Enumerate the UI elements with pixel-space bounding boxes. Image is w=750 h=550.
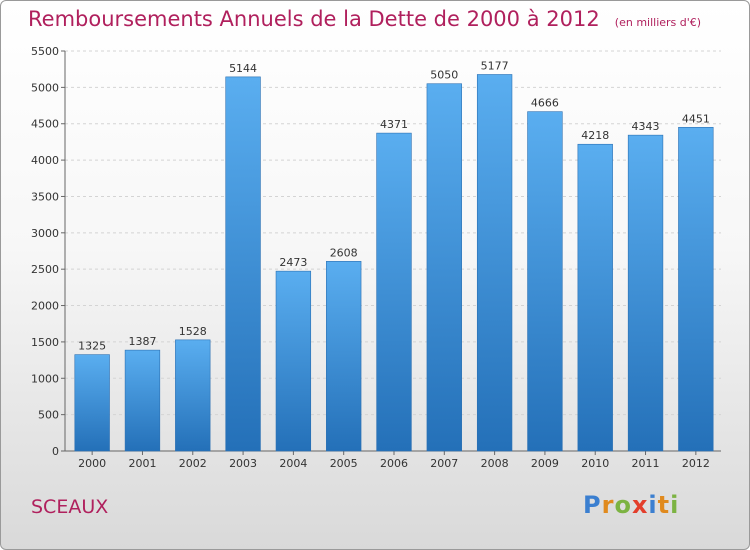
- x-tick-label: 2008: [481, 457, 509, 470]
- data-label: 2473: [279, 256, 307, 269]
- chart-subtitle: (en milliers d'€): [614, 16, 702, 29]
- bar: [678, 126, 714, 452]
- x-tick-label: 2011: [632, 457, 660, 470]
- data-label: 1387: [128, 335, 156, 348]
- bar: [275, 270, 312, 452]
- title-line: Remboursements Annuels de la Dette de 20…: [28, 7, 701, 31]
- commune-name: SCEAUX: [31, 496, 109, 518]
- bar: [476, 74, 513, 452]
- proxiti-logo: Proxiti: [583, 491, 679, 519]
- y-tick-label: 4500: [31, 118, 59, 131]
- bar: [124, 349, 161, 452]
- bar: [225, 76, 261, 452]
- y-tick-label: 5500: [31, 45, 59, 58]
- data-label: 5144: [229, 62, 257, 75]
- data-label: 1528: [179, 325, 207, 338]
- bar: [627, 134, 664, 452]
- y-tick-label: 1500: [31, 336, 59, 349]
- y-tick-label: 5000: [31, 81, 59, 94]
- x-tick-label: 2005: [330, 457, 358, 470]
- bars: [74, 74, 714, 452]
- x-tick-label: 2006: [380, 457, 408, 470]
- chart-title: Remboursements Annuels de la Dette de 20…: [28, 7, 600, 31]
- y-tick-label: 3000: [31, 227, 59, 240]
- data-label: 4218: [581, 129, 609, 142]
- bar: [326, 261, 362, 452]
- logo-letter: i: [648, 491, 658, 519]
- logo-letter: o: [614, 491, 632, 519]
- logo-letter: x: [631, 491, 649, 519]
- bar: [577, 143, 613, 452]
- bar: [527, 111, 563, 452]
- bar: [426, 83, 462, 452]
- y-tick-label: 4000: [31, 154, 59, 167]
- data-label: 2608: [330, 246, 358, 259]
- bar: [74, 354, 110, 452]
- y-tick-label: 3500: [31, 190, 59, 203]
- x-tick-label: 2010: [581, 457, 609, 470]
- x-tick-label: 2001: [128, 457, 156, 470]
- x-tick-label: 2003: [229, 457, 257, 470]
- data-label: 4451: [682, 112, 710, 125]
- bar: [376, 132, 412, 452]
- logo-letter: P: [583, 491, 602, 519]
- data-label: 4343: [632, 120, 660, 133]
- data-label: 4371: [380, 118, 408, 131]
- data-label: 4666: [531, 97, 559, 110]
- logo-letter: r: [601, 491, 615, 519]
- data-label: 1325: [78, 340, 106, 353]
- logo-letter: i: [670, 491, 680, 519]
- logo-letter: t: [657, 491, 671, 519]
- x-tick-label: 2002: [179, 457, 207, 470]
- x-tick-label: 2012: [682, 457, 710, 470]
- y-tick-label: 0: [52, 445, 59, 458]
- y-tick-label: 500: [38, 409, 59, 422]
- y-tick-label: 2000: [31, 300, 59, 313]
- data-labels: 1325 1387 1528 5144 2473 2608 4371 5050 5177 4666…: [78, 59, 710, 352]
- data-label: 5177: [481, 59, 509, 72]
- x-tick-label: 2000: [78, 457, 106, 470]
- y-tick-label: 2500: [31, 263, 59, 276]
- y-tick-label: 1000: [31, 372, 59, 385]
- x-tick-label: 2009: [531, 457, 559, 470]
- data-label: 5050: [430, 69, 458, 82]
- bar: [175, 339, 211, 452]
- x-tick-label: 2007: [430, 457, 458, 470]
- x-tick-label: 2004: [279, 457, 307, 470]
